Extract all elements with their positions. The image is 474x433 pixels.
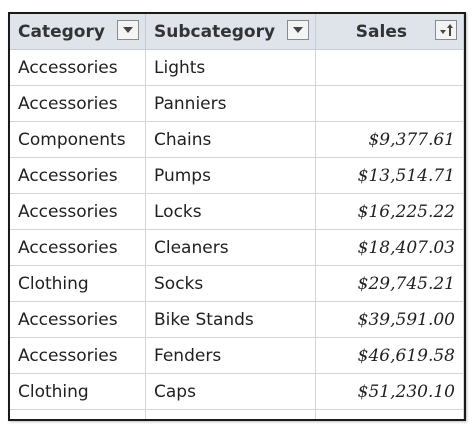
cell-category[interactable]: Accessories (10, 194, 146, 230)
cell-sales[interactable]: $16,225.22 (316, 194, 464, 230)
cell-category[interactable]: Accessories (10, 338, 146, 374)
cell-subcategory[interactable]: Cleaners (146, 230, 316, 266)
cell-category[interactable]: Accessories (10, 86, 146, 122)
cell-subcategory[interactable]: Caps (146, 374, 316, 410)
cell-sales[interactable]: $29,745.21 (316, 266, 464, 302)
cell-category[interactable]: Accessories (10, 158, 146, 194)
column-header-subcategory[interactable]: Subcategory (146, 14, 316, 50)
filter-dropdown-icon[interactable] (117, 20, 139, 40)
cell-subcategory[interactable]: Bike Stands (146, 302, 316, 338)
cell-sales[interactable] (316, 410, 464, 419)
cell-sales[interactable] (316, 86, 464, 122)
cell-category[interactable]: Components (10, 122, 146, 158)
cell-category[interactable]: Accessories (10, 50, 146, 86)
table-grid: Category Subcategory Sales (10, 14, 464, 50)
cell-category[interactable]: Clothing (10, 266, 146, 302)
cell-sales[interactable]: $39,591.00 (316, 302, 464, 338)
cell-category[interactable]: Accessories (10, 230, 146, 266)
cell-sales[interactable] (316, 50, 464, 86)
cell-category[interactable]: Accessories (10, 302, 146, 338)
sort-ascending-icon[interactable] (435, 20, 457, 40)
cell-sales[interactable]: $51,230.10 (316, 374, 464, 410)
cell-subcategory[interactable]: Chains (146, 122, 316, 158)
cell-sales[interactable]: $46,619.58 (316, 338, 464, 374)
cell-subcategory[interactable] (146, 410, 316, 419)
cell-sales[interactable]: $18,407.03 (316, 230, 464, 266)
cell-sales[interactable]: $13,514.71 (316, 158, 464, 194)
table-body: Accessories Lights Accessories Panniers Comp… (10, 50, 464, 419)
cell-sales[interactable]: $9,377.61 (316, 122, 464, 158)
cell-subcategory[interactable]: Lights (146, 50, 316, 86)
column-header-sales[interactable]: Sales (316, 14, 464, 50)
cell-category[interactable] (10, 410, 146, 419)
cell-subcategory[interactable]: Socks (146, 266, 316, 302)
column-header-label: Category (18, 21, 105, 42)
column-header-label: Subcategory (154, 21, 276, 42)
column-header-category[interactable]: Category (10, 14, 146, 50)
cell-subcategory[interactable]: Pumps (146, 158, 316, 194)
cell-subcategory[interactable]: Panniers (146, 86, 316, 122)
cell-category[interactable]: Clothing (10, 374, 146, 410)
data-table: Category Subcategory Sales Accessories Li… (8, 12, 466, 421)
cell-subcategory[interactable]: Fenders (146, 338, 316, 374)
filter-dropdown-icon[interactable] (287, 20, 309, 40)
column-header-label: Sales (355, 21, 407, 42)
cell-subcategory[interactable]: Locks (146, 194, 316, 230)
